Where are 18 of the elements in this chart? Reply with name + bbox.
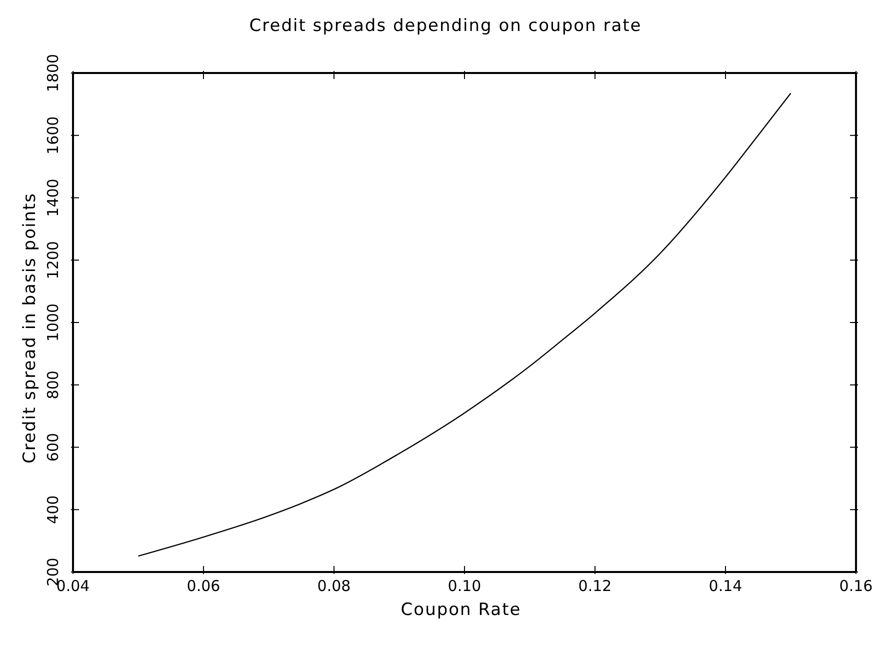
- y-tick-label: 400: [44, 495, 62, 524]
- x-tick-label: 0.12: [578, 577, 612, 595]
- x-tick-label: 0.08: [317, 577, 351, 595]
- line-series: [138, 92, 792, 557]
- y-axis-title: Credit spread in basis points: [20, 192, 40, 464]
- x-tick-label: 0.14: [708, 577, 742, 595]
- y-tick-label: 800: [44, 370, 62, 400]
- y-tick-label: 1800: [44, 54, 62, 92]
- x-tick-label: 0.16: [839, 577, 873, 595]
- y-tick-label: 1400: [44, 178, 62, 217]
- y-tick-label: 1200: [44, 241, 62, 280]
- chart-title: Credit spreads depending on coupon rate: [248, 16, 643, 36]
- y-tick-label: 600: [44, 432, 62, 462]
- x-tick-label: 0.10: [448, 577, 482, 595]
- x-tick-label: 0.06: [186, 577, 220, 595]
- x-axis-title: Coupon Rate: [400, 600, 522, 620]
- y-tick-label: 1000: [44, 303, 62, 342]
- y-tick-label: 1600: [44, 116, 62, 154]
